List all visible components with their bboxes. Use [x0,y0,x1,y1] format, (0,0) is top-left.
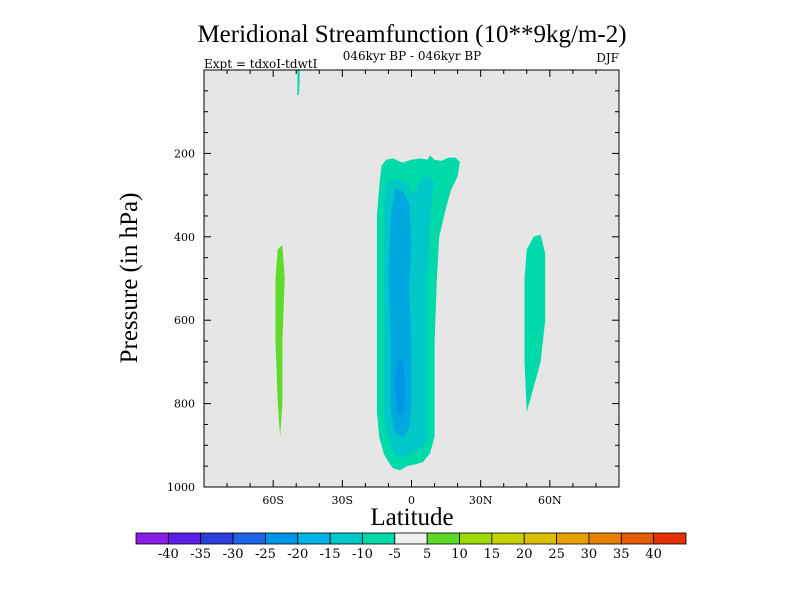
y-tick-label: 200 [174,147,195,160]
colorbar-label: -10 [352,547,373,562]
x-axis-label: Latitude [370,504,453,531]
colorbar-box [426,532,460,545]
x-tick-label: 0 [408,494,415,507]
colorbar-label: 30 [581,547,598,562]
minor-ticks [203,69,620,488]
colorbar-label: 10 [451,547,468,562]
experiment-label: Expt = tdxoI-tdwtI [204,57,318,71]
colorbar-label: 35 [613,547,630,562]
y-tick-labels: 200 400 600 800 1000 [167,147,195,494]
cell-tropics-core [395,357,405,417]
colorbar-box [556,532,590,545]
x-tick-label: 60S [262,494,284,507]
x-tick-label: 30N [469,494,493,507]
x-tick-label: 60N [538,494,562,507]
colorbar-box [200,532,234,545]
colorbar-box [362,532,396,545]
x-tick-label: 30S [332,494,354,507]
colorbar-label: 5 [423,547,431,562]
chart-title: Meridional Streamfunction (10**9kg/m-2) [197,21,626,48]
y-tick-label: 400 [174,231,195,244]
colorbar-label: -5 [388,547,401,562]
colorbar-box [232,532,266,545]
colorbar-label: -40 [158,547,179,562]
cell-tropics-minus20 [388,188,412,437]
colorbar-label: -20 [287,547,308,562]
colorbar-labels: -40 -35 -30 -25 -20 -15 -10 -5 5 10 15 20 25 30 35 40 [158,547,662,562]
colorbar-box [394,532,428,545]
colorbar-box [588,532,622,545]
colorbar-box [620,532,655,545]
colorbar-box [491,532,525,545]
y-tick-label: 600 [174,314,195,327]
colorbar-label: -30 [223,547,244,562]
colorbar-label: 40 [645,547,662,562]
colorbar-box [459,532,493,545]
colorbar-box [329,532,363,545]
contour-regions [275,70,546,471]
colorbar-label: 15 [484,547,501,562]
y-axis-label: Pressure (in hPa) [116,193,143,364]
season-label: DJF [596,51,619,65]
cell-high-lat-north-strip [297,70,300,95]
colorbar-label: -25 [255,547,276,562]
chart-subtitle: 046kyr BP - 046kyr BP [343,49,481,63]
colorbar-box [653,532,687,545]
colorbar-label: 25 [548,547,565,562]
colorbar-label: 20 [516,547,533,562]
colorbar-label: -35 [190,547,211,562]
colorbar [135,532,687,545]
colorbar-box [135,532,169,545]
colorbar-box [265,532,299,545]
x-tick-labels: 60S 30S 0 30N 60N [262,494,562,507]
cell-60s-positive [275,245,285,437]
y-tick-label: 1000 [167,481,195,494]
colorbar-box [523,532,557,545]
cell-60n-negative [524,234,546,412]
colorbar-box [297,532,331,545]
colorbar-label: -15 [320,547,341,562]
colorbar-box [167,532,202,545]
y-tick-label: 800 [174,398,195,411]
